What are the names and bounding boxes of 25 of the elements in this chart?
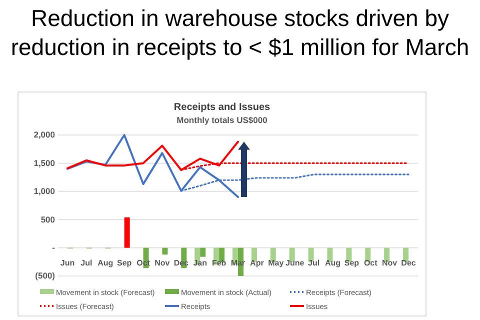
x-tick-label: Nov: [154, 258, 170, 268]
x-tick-label: Sep: [116, 258, 132, 268]
x-tick-label: Jan: [193, 258, 208, 268]
x-tick-label: Mar: [230, 258, 246, 268]
chart-title: Reduction in warehouse stocks driven by reduction in receipts to < $1 million for March: [10, 5, 470, 60]
y-tick-label: (500): [35, 270, 56, 281]
x-tick-label: Sep: [344, 258, 360, 268]
x-tick-label: Apr: [250, 258, 264, 268]
x-tick-label: Jun: [60, 258, 75, 268]
text: Monthly totals US$000: [176, 115, 268, 125]
x-tick-label: Aug: [324, 258, 341, 268]
x-tick-label: Nov: [382, 258, 398, 268]
y-tick-label: 1,500: [34, 158, 56, 168]
x-tick-label: June: [286, 258, 305, 268]
y-tick-label: -: [52, 242, 56, 253]
x-tick-label: Dec: [401, 258, 416, 268]
x-tick-label: Oct: [364, 258, 378, 268]
chart-subtitle: Receipts and Issues: [174, 102, 271, 113]
y-tick-label: 500: [40, 214, 56, 224]
x-tick-label: Jul: [308, 258, 320, 268]
x-tick-label: May: [268, 258, 284, 268]
x-tick-label: Jul: [80, 258, 92, 268]
x-tick-label: Aug: [98, 258, 114, 268]
y-tick-label: 1,000: [34, 186, 56, 196]
y-tick-label: 2,000: [34, 130, 56, 140]
